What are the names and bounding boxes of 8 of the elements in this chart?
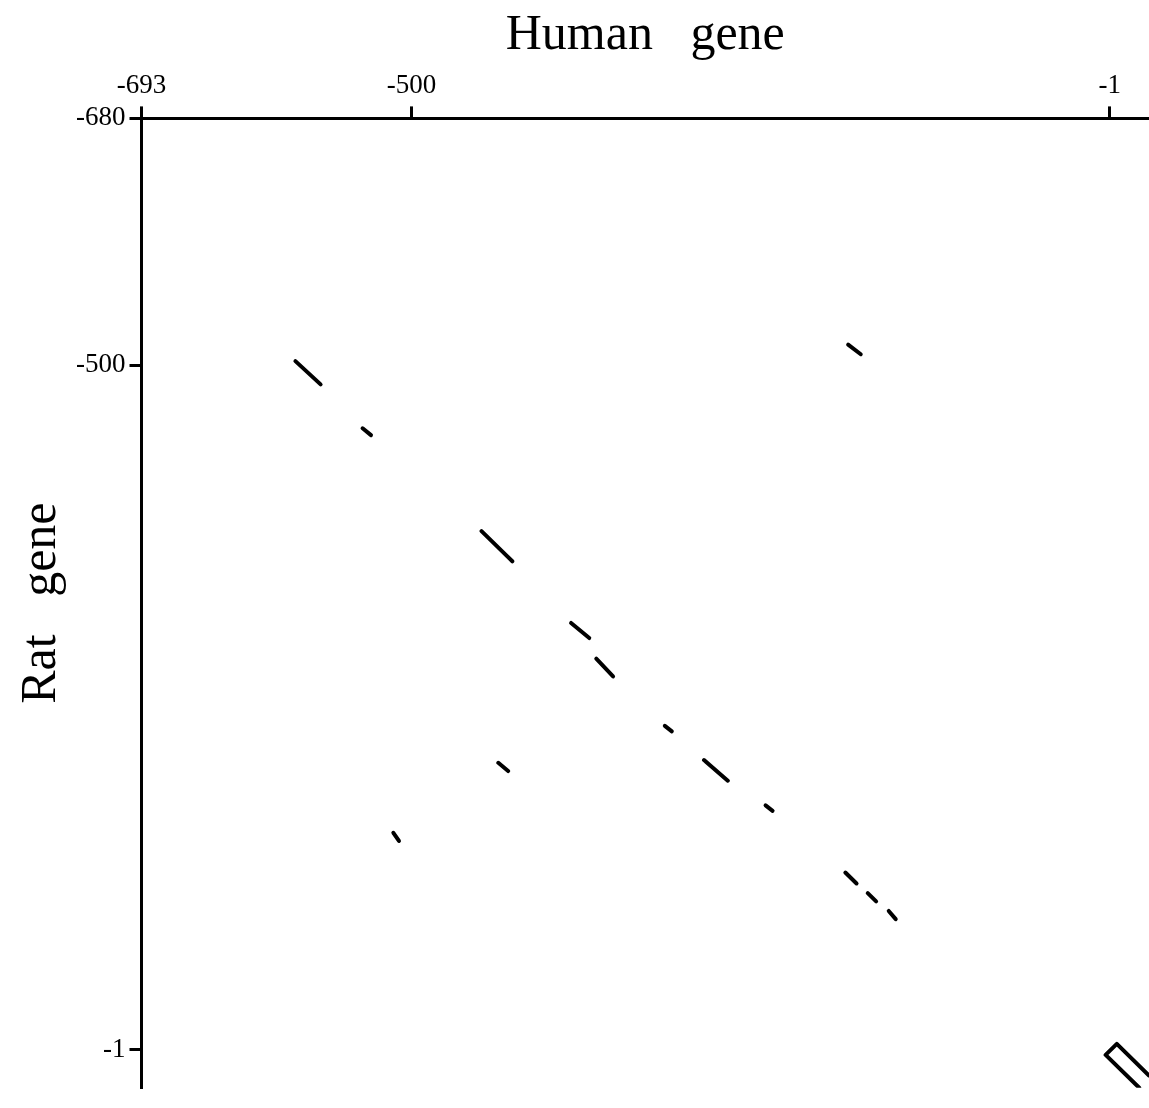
x-axis-title: Human gene xyxy=(505,4,785,61)
y-tick-label: -680 xyxy=(75,101,126,132)
y-tick-label: -500 xyxy=(75,348,126,379)
y-tick-label: -1 xyxy=(102,1032,126,1063)
x-tick-label: -500 xyxy=(386,69,437,100)
x-tick-label: -1 xyxy=(1098,69,1122,100)
x-tick-label: -693 xyxy=(116,69,167,100)
y-axis-title: Rat gene xyxy=(10,502,67,704)
